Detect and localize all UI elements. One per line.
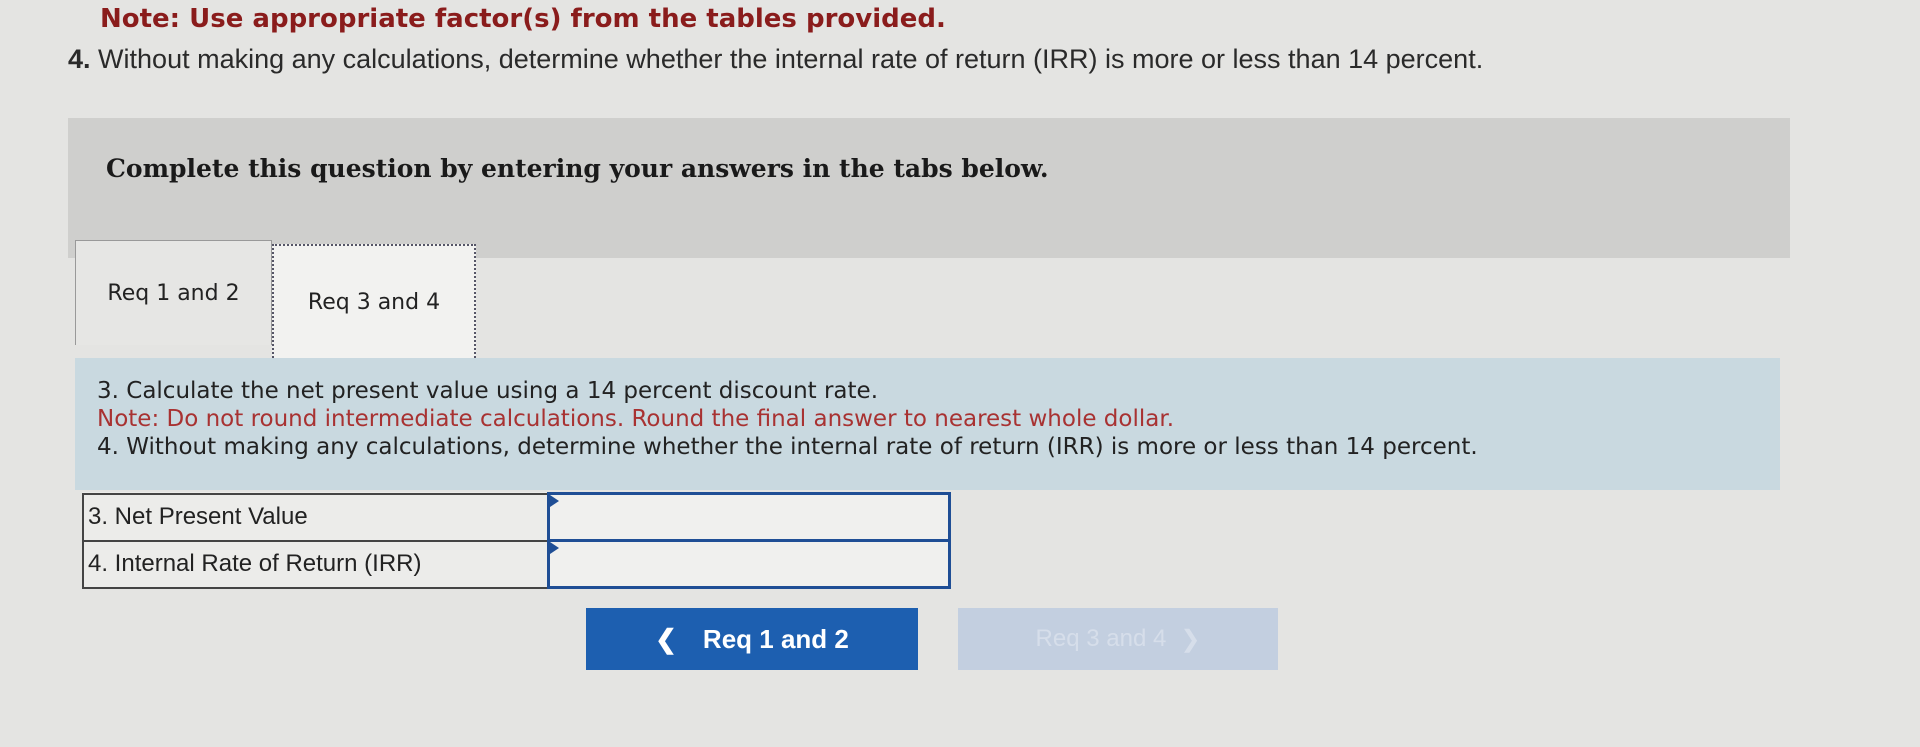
- tab-bar: Req 1 and 2 Req 3 and 4: [75, 240, 1780, 360]
- note-text: Note: Use appropriate factor(s) from the…: [100, 4, 946, 34]
- question-text: Without making any calculations, determi…: [98, 44, 1484, 74]
- instruction-banner: Complete this question by entering your …: [68, 118, 1790, 258]
- irr-cell: [547, 539, 951, 589]
- npv-input[interactable]: [554, 494, 948, 540]
- banner-text: Complete this question by entering your …: [106, 154, 1049, 183]
- next-req-button[interactable]: Req 3 and 4 ❯: [958, 608, 1278, 670]
- prev-req-label: Req 1 and 2: [702, 623, 849, 654]
- tab-req-1-and-2[interactable]: Req 1 and 2: [75, 240, 272, 345]
- instruction-line-4: 4. Without making any calculations, dete…: [97, 434, 1478, 460]
- table-row: 4. Internal Rate of Return (IRR): [82, 539, 951, 589]
- irr-input[interactable]: [554, 541, 948, 587]
- chevron-left-icon: ❮: [655, 623, 677, 654]
- instruction-line-3: 3. Calculate the net present value using…: [97, 378, 879, 404]
- npv-cell: [547, 492, 951, 542]
- question-number: 4.: [68, 44, 91, 74]
- table-row: 3. Net Present Value: [82, 492, 951, 542]
- question-4: 4. Without making any calculations, dete…: [68, 44, 1483, 75]
- npv-label: 3. Net Present Value: [82, 492, 550, 542]
- prev-req-button[interactable]: ❮ Req 1 and 2: [586, 608, 918, 670]
- answer-table: 3. Net Present Value 4. Internal Rate of…: [82, 492, 951, 589]
- chevron-right-icon: ❯: [1180, 625, 1201, 653]
- next-req-label: Req 3 and 4: [1035, 625, 1167, 652]
- instructions-panel: 3. Calculate the net present value using…: [75, 358, 1780, 490]
- instruction-note: Note: Do not round intermediate calculat…: [97, 406, 1175, 432]
- irr-label: 4. Internal Rate of Return (IRR): [82, 539, 550, 589]
- tab-req-3-and-4[interactable]: Req 3 and 4: [272, 244, 476, 358]
